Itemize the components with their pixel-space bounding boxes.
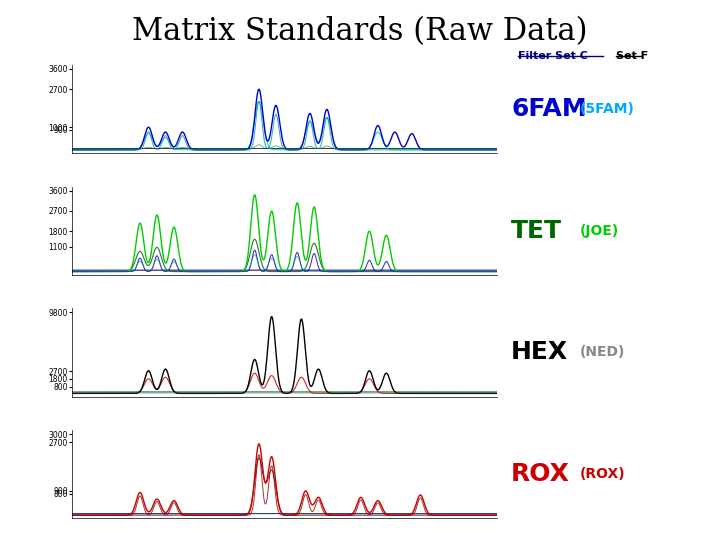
Text: (NED): (NED) [580,346,625,360]
Text: 6FAM: 6FAM [511,97,587,121]
Text: ROX: ROX [511,462,570,487]
Text: Set F: Set F [616,51,648,62]
Text: (ROX): (ROX) [580,467,625,481]
Text: (JOE): (JOE) [580,224,619,238]
Text: Matrix Standards (Raw Data): Matrix Standards (Raw Data) [132,16,588,47]
Text: TET: TET [511,219,562,242]
Text: (5FAM): (5FAM) [580,102,634,116]
Text: Filter Set C: Filter Set C [518,51,588,62]
Text: HEX: HEX [511,341,568,364]
